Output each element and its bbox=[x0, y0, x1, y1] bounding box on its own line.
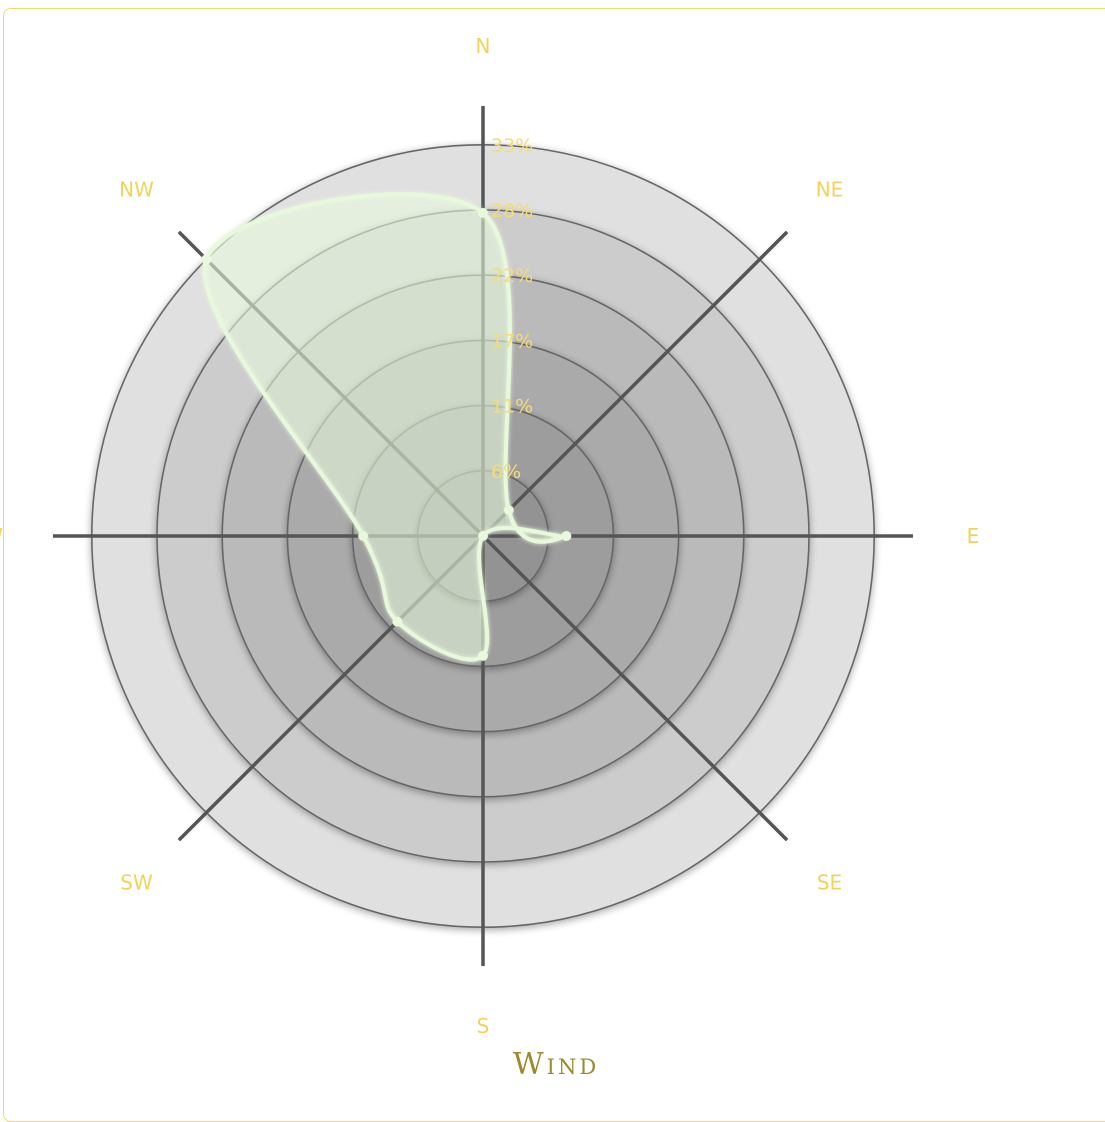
direction-label-w: W bbox=[0, 524, 3, 548]
direction-label-ne: NE bbox=[816, 178, 844, 202]
radial-tick-label: 17% bbox=[491, 330, 533, 352]
direction-label-n: N bbox=[476, 34, 491, 58]
radial-tick-label: 11% bbox=[491, 396, 533, 418]
direction-label-nw: NW bbox=[119, 178, 154, 202]
radial-tick-label: 28% bbox=[491, 200, 533, 222]
direction-label-e: E bbox=[967, 524, 980, 548]
direction-label-sw: SW bbox=[120, 871, 153, 895]
data-point-se[interactable] bbox=[478, 531, 488, 541]
direction-label-s: S bbox=[477, 1014, 490, 1038]
direction-label-se: SE bbox=[817, 871, 842, 895]
data-point-e[interactable] bbox=[561, 531, 572, 541]
radial-tick-label: 33% bbox=[491, 135, 533, 157]
data-point-n[interactable] bbox=[478, 207, 488, 218]
data-point-w[interactable] bbox=[358, 531, 369, 541]
radial-tick-label: 6% bbox=[491, 461, 521, 483]
data-point-sw[interactable] bbox=[392, 616, 403, 627]
radial-tick-label: 22% bbox=[491, 265, 533, 287]
spoke-se bbox=[481, 534, 789, 842]
spoke-ne bbox=[481, 230, 789, 538]
data-point-s[interactable] bbox=[478, 650, 488, 661]
data-point-ne[interactable] bbox=[503, 505, 514, 516]
data-point-nw[interactable] bbox=[201, 254, 212, 265]
chart-title: Wind bbox=[512, 1047, 600, 1082]
